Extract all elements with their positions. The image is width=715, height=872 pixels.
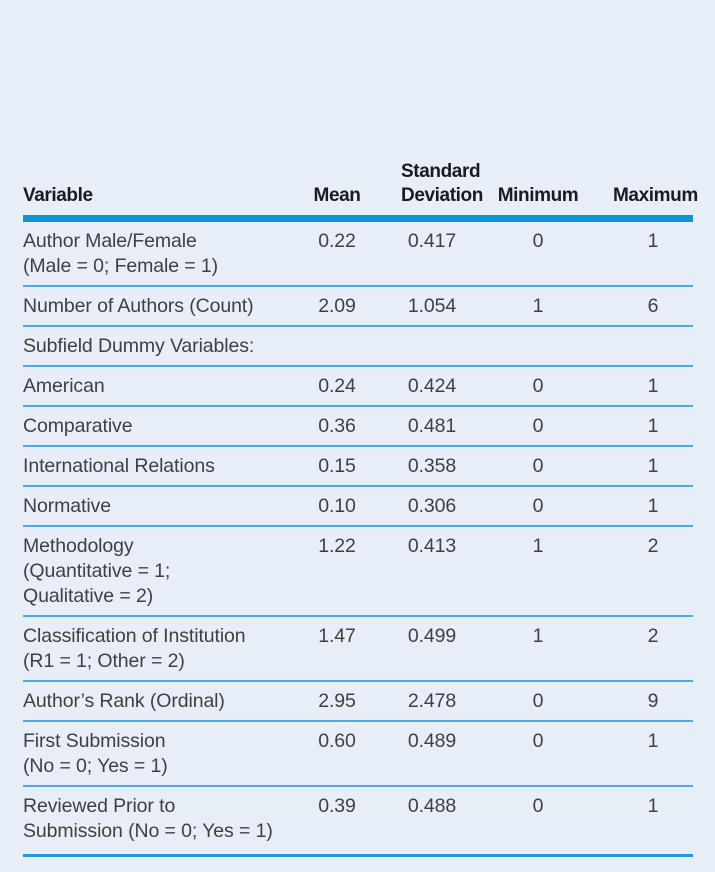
cell-standard-deviation: 0.417 xyxy=(407,230,457,252)
cell-variable: Author Male/Female (Male = 0; Female = 1… xyxy=(23,230,219,277)
col-header-standard-deviation: Standard Deviation xyxy=(401,161,483,206)
cell-maximum: 1 xyxy=(647,375,659,397)
summary-statistics-table: Variable Mean Standard Deviation Minimum… xyxy=(23,160,698,857)
cell-mean: 1.47 xyxy=(318,625,356,647)
cell-maximum: 6 xyxy=(647,295,659,317)
cell-variable: American xyxy=(23,375,105,397)
table-row: Subfield Dummy Variables: xyxy=(23,327,693,367)
table-row: Comparative 0.36 0.481 0 1 xyxy=(23,407,693,447)
cell-maximum: 1 xyxy=(647,495,659,517)
cell-maximum: 1 xyxy=(647,455,659,477)
table-bottom-rule xyxy=(23,854,693,857)
col-header-variable: Variable xyxy=(23,185,93,206)
cell-standard-deviation: 0.413 xyxy=(407,535,457,557)
cell-maximum: 2 xyxy=(647,625,659,647)
cell-standard-deviation: 2.478 xyxy=(407,690,457,712)
cell-maximum: 2 xyxy=(647,535,659,557)
cell-minimum: 1 xyxy=(532,625,544,647)
cell-maximum: 1 xyxy=(647,415,659,437)
cell-standard-deviation: 0.481 xyxy=(407,415,457,437)
cell-mean: 1.22 xyxy=(318,535,356,557)
cell-variable: Number of Authors (Count) xyxy=(23,295,254,317)
table-row: Normative 0.10 0.306 0 1 xyxy=(23,487,693,527)
cell-mean: 2.95 xyxy=(318,690,356,712)
table-row: Classification of Institution (R1 = 1; O… xyxy=(23,617,693,682)
col-header-maximum: Maximum xyxy=(613,185,698,206)
cell-variable: Author’s Rank (Ordinal) xyxy=(23,690,225,712)
cell-mean: 2.09 xyxy=(318,295,356,317)
table-row: American 0.24 0.424 0 1 xyxy=(23,367,693,407)
cell-standard-deviation: 0.488 xyxy=(407,795,457,817)
col-header-minimum: Minimum xyxy=(497,185,579,206)
cell-standard-deviation: 0.424 xyxy=(407,375,457,397)
table-row: Reviewed Prior to Submission (No = 0; Ye… xyxy=(23,787,693,844)
cell-maximum: 1 xyxy=(647,795,659,817)
cell-mean: 0.39 xyxy=(318,795,356,817)
cell-mean: 0.36 xyxy=(318,415,356,437)
cell-minimum: 0 xyxy=(532,415,544,437)
cell-minimum: 0 xyxy=(532,690,544,712)
cell-variable: Methodology (Quantitative = 1; Qualitati… xyxy=(23,535,171,607)
cell-standard-deviation: 1.054 xyxy=(407,295,457,317)
table-row: Methodology (Quantitative = 1; Qualitati… xyxy=(23,527,693,617)
cell-mean: 0.60 xyxy=(318,730,356,752)
cell-variable: First Submission (No = 0; Yes = 1) xyxy=(23,730,168,777)
cell-maximum: 1 xyxy=(647,730,659,752)
cell-standard-deviation: 0.306 xyxy=(407,495,457,517)
cell-variable: Reviewed Prior to Submission (No = 0; Ye… xyxy=(23,795,273,842)
table-body: Author Male/Female (Male = 0; Female = 1… xyxy=(23,222,693,844)
table-row: Author’s Rank (Ordinal) 2.95 2.478 0 9 xyxy=(23,682,693,722)
cell-variable: Comparative xyxy=(23,415,133,437)
cell-minimum: 0 xyxy=(532,455,544,477)
cell-variable: Subfield Dummy Variables: xyxy=(23,335,255,357)
cell-minimum: 0 xyxy=(532,730,544,752)
table-header: Variable Mean Standard Deviation Minimum… xyxy=(23,160,698,222)
cell-standard-deviation: 0.489 xyxy=(407,730,457,752)
cell-standard-deviation: 0.358 xyxy=(407,455,457,477)
cell-variable: International Relations xyxy=(23,455,215,477)
cell-mean: 0.10 xyxy=(318,495,356,517)
cell-mean: 0.24 xyxy=(318,375,356,397)
cell-variable: Classification of Institution (R1 = 1; O… xyxy=(23,625,246,672)
cell-minimum: 1 xyxy=(532,535,544,557)
cell-mean: 0.22 xyxy=(318,230,356,252)
cell-minimum: 0 xyxy=(532,495,544,517)
table-row: Author Male/Female (Male = 0; Female = 1… xyxy=(23,222,693,287)
cell-maximum: 1 xyxy=(647,230,659,252)
cell-minimum: 0 xyxy=(532,375,544,397)
cell-minimum: 0 xyxy=(532,230,544,252)
col-header-mean: Mean xyxy=(313,185,361,206)
cell-minimum: 1 xyxy=(532,295,544,317)
cell-maximum: 9 xyxy=(647,690,659,712)
cell-standard-deviation: 0.499 xyxy=(407,625,457,647)
table-row: First Submission (No = 0; Yes = 1) 0.60 … xyxy=(23,722,693,787)
table-row: Number of Authors (Count) 2.09 1.054 1 6 xyxy=(23,287,693,327)
cell-mean: 0.15 xyxy=(318,455,356,477)
cell-minimum: 0 xyxy=(532,795,544,817)
cell-variable: Normative xyxy=(23,495,111,517)
table-row: International Relations 0.15 0.358 0 1 xyxy=(23,447,693,487)
